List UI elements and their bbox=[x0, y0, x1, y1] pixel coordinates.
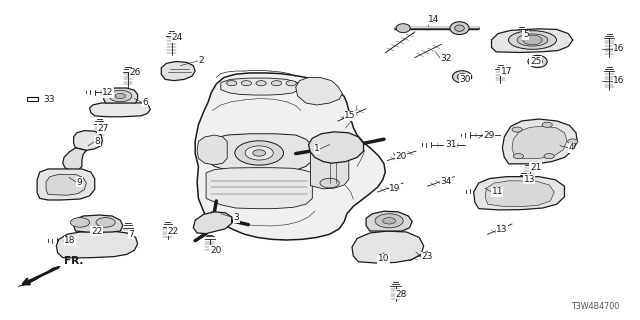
Text: 3: 3 bbox=[234, 213, 239, 222]
Text: 33: 33 bbox=[44, 95, 55, 104]
Polygon shape bbox=[104, 88, 138, 103]
Text: 11: 11 bbox=[492, 188, 503, 196]
Polygon shape bbox=[37, 169, 95, 200]
Text: 20: 20 bbox=[396, 152, 407, 161]
Circle shape bbox=[235, 141, 284, 165]
Polygon shape bbox=[197, 135, 227, 165]
Text: 8: 8 bbox=[95, 137, 100, 146]
Text: 10: 10 bbox=[378, 254, 389, 263]
Text: 2: 2 bbox=[198, 56, 204, 65]
Polygon shape bbox=[193, 212, 232, 234]
Circle shape bbox=[227, 81, 237, 86]
Polygon shape bbox=[221, 78, 300, 95]
Text: 34: 34 bbox=[440, 177, 452, 186]
Circle shape bbox=[241, 81, 252, 86]
Circle shape bbox=[512, 127, 522, 132]
Polygon shape bbox=[512, 126, 567, 158]
Text: 12: 12 bbox=[102, 88, 114, 97]
Ellipse shape bbox=[452, 71, 472, 83]
Polygon shape bbox=[195, 73, 385, 240]
Text: 7: 7 bbox=[128, 230, 134, 239]
Text: 20: 20 bbox=[210, 246, 221, 255]
Ellipse shape bbox=[509, 31, 557, 49]
Text: 31: 31 bbox=[445, 140, 456, 149]
Circle shape bbox=[542, 122, 552, 127]
Text: 9: 9 bbox=[77, 178, 83, 187]
Ellipse shape bbox=[450, 22, 469, 35]
Circle shape bbox=[256, 81, 266, 86]
Circle shape bbox=[70, 218, 90, 227]
Text: 21: 21 bbox=[530, 163, 541, 172]
Text: 28: 28 bbox=[396, 290, 407, 299]
Circle shape bbox=[513, 154, 524, 159]
Text: T3W4B4700: T3W4B4700 bbox=[572, 302, 620, 311]
Ellipse shape bbox=[533, 58, 543, 65]
Polygon shape bbox=[474, 177, 564, 210]
Text: 16: 16 bbox=[613, 76, 625, 85]
Text: 22: 22 bbox=[91, 227, 102, 236]
Ellipse shape bbox=[457, 74, 467, 80]
Polygon shape bbox=[63, 148, 86, 171]
Polygon shape bbox=[46, 174, 86, 195]
Polygon shape bbox=[90, 102, 150, 117]
Text: 26: 26 bbox=[129, 68, 141, 77]
Polygon shape bbox=[366, 211, 412, 231]
Circle shape bbox=[96, 218, 115, 227]
Polygon shape bbox=[206, 134, 315, 172]
Circle shape bbox=[115, 93, 125, 99]
Ellipse shape bbox=[528, 55, 547, 68]
Text: 30: 30 bbox=[460, 75, 471, 84]
Circle shape bbox=[318, 140, 341, 151]
Circle shape bbox=[245, 146, 273, 160]
Ellipse shape bbox=[396, 24, 410, 33]
Circle shape bbox=[375, 214, 403, 228]
Polygon shape bbox=[485, 181, 554, 207]
Ellipse shape bbox=[454, 25, 465, 31]
Polygon shape bbox=[296, 77, 342, 105]
Polygon shape bbox=[352, 231, 424, 263]
Text: 24: 24 bbox=[172, 33, 183, 42]
Text: 13: 13 bbox=[524, 175, 535, 184]
Text: 5: 5 bbox=[523, 30, 529, 39]
Text: 25: 25 bbox=[530, 57, 541, 66]
Text: 15: 15 bbox=[344, 111, 356, 120]
Polygon shape bbox=[74, 131, 102, 150]
Circle shape bbox=[253, 150, 266, 156]
Polygon shape bbox=[310, 140, 349, 189]
Text: 14: 14 bbox=[428, 15, 439, 24]
Circle shape bbox=[568, 139, 578, 144]
Polygon shape bbox=[206, 168, 312, 209]
Polygon shape bbox=[492, 29, 573, 52]
Polygon shape bbox=[502, 119, 577, 164]
Circle shape bbox=[286, 81, 296, 86]
Polygon shape bbox=[161, 61, 195, 81]
Circle shape bbox=[523, 35, 542, 45]
Polygon shape bbox=[74, 215, 123, 232]
Polygon shape bbox=[18, 266, 61, 286]
Polygon shape bbox=[56, 231, 138, 258]
Text: 32: 32 bbox=[440, 54, 452, 63]
Text: 27: 27 bbox=[97, 124, 109, 133]
Text: 1: 1 bbox=[314, 144, 320, 153]
Circle shape bbox=[383, 218, 396, 224]
Polygon shape bbox=[308, 132, 364, 163]
Text: 13: 13 bbox=[496, 225, 508, 234]
Text: 18: 18 bbox=[64, 236, 76, 245]
Text: FR.: FR. bbox=[64, 256, 83, 266]
Text: 19: 19 bbox=[389, 184, 401, 193]
Circle shape bbox=[109, 90, 132, 102]
Ellipse shape bbox=[517, 34, 548, 46]
Text: 22: 22 bbox=[168, 227, 179, 236]
Circle shape bbox=[271, 81, 282, 86]
Circle shape bbox=[320, 178, 339, 188]
Text: 6: 6 bbox=[142, 98, 148, 107]
Text: 16: 16 bbox=[613, 44, 625, 53]
Text: 23: 23 bbox=[421, 252, 433, 261]
Text: 4: 4 bbox=[568, 143, 574, 152]
Text: 29: 29 bbox=[483, 131, 495, 140]
Text: 17: 17 bbox=[500, 67, 512, 76]
Circle shape bbox=[544, 154, 554, 159]
